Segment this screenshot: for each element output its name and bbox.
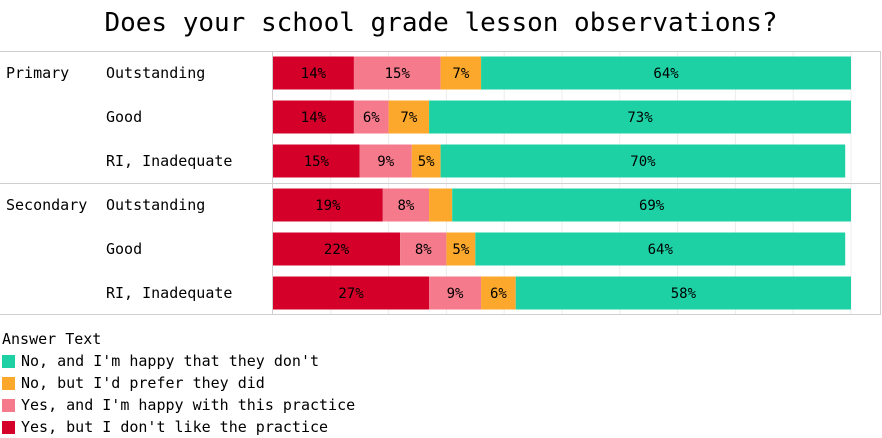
bar-segment: [481, 276, 516, 310]
legend-title: Answer Text: [2, 330, 102, 348]
bar-segment: [273, 188, 383, 222]
legend-label: No, and I'm happy that they don't: [21, 352, 320, 370]
legend-label: Yes, and I'm happy with this practice: [21, 396, 356, 414]
legend-item: Yes, but I don't like the practice: [2, 416, 355, 438]
bar-segment: [429, 188, 453, 222]
data-label: 7%: [400, 110, 417, 126]
data-label: 15%: [304, 154, 330, 170]
bar-segment: [382, 188, 430, 222]
bar-segment: [452, 188, 851, 222]
legend-item: Yes, and I'm happy with this practice: [2, 394, 355, 416]
group-label: Primary: [6, 64, 69, 82]
data-label: 70%: [630, 154, 656, 170]
bar-segment: [481, 56, 851, 90]
legend-swatch: [2, 354, 15, 368]
category-label: Outstanding: [106, 196, 205, 214]
category-label: RI, Inadequate: [106, 284, 232, 302]
category-label: Good: [106, 240, 142, 258]
bar-segment: [388, 100, 430, 134]
data-label: 64%: [653, 66, 679, 82]
data-label: 69%: [639, 198, 665, 214]
data-label: 14%: [301, 66, 327, 82]
category-label: Outstanding: [106, 64, 205, 82]
bar-segment: [353, 100, 389, 134]
data-label: 5%: [418, 154, 435, 170]
data-label: 9%: [377, 154, 394, 170]
data-label: 7%: [452, 66, 469, 82]
bar-segment: [475, 232, 846, 266]
bar-segment: [273, 56, 354, 90]
data-label: 22%: [324, 242, 350, 258]
chart-title: Does your school grade lesson observatio…: [104, 8, 778, 38]
legend-swatch: [2, 376, 15, 390]
bar-segment: [429, 276, 482, 310]
bar-segment: [359, 144, 412, 178]
group-label: Secondary: [6, 196, 87, 214]
data-label: 6%: [363, 110, 380, 126]
bar-segment: [429, 100, 851, 134]
data-label: 8%: [415, 242, 432, 258]
data-label: 9%: [447, 286, 464, 302]
bar-segment: [446, 232, 476, 266]
bar-segment: [273, 276, 430, 310]
data-label: 27%: [338, 286, 364, 302]
data-label: 15%: [385, 66, 411, 82]
bar-segment: [515, 276, 851, 310]
legend-label: No, but I'd prefer they did: [21, 374, 265, 392]
bar-segment: [440, 56, 482, 90]
legend-items: No, and I'm happy that they don't No, but…: [2, 350, 355, 438]
data-label: 73%: [627, 110, 653, 126]
legend-swatch: [2, 398, 15, 412]
bar-segment: [440, 144, 846, 178]
legend-item: No, but I'd prefer they did: [2, 372, 355, 394]
data-label: 14%: [301, 110, 327, 126]
bar-segment: [411, 144, 441, 178]
category-label: Good: [106, 108, 142, 126]
data-label: 8%: [398, 198, 415, 214]
bar-segment: [353, 56, 441, 90]
data-label: 58%: [671, 286, 697, 302]
stacked-bar-chart: Primary Outstanding 14% 15% 7% 64% Good 14% 6% 7%…: [0, 51, 881, 315]
bar-segment: [273, 232, 401, 266]
data-label: 6%: [490, 286, 507, 302]
legend-swatch: [2, 420, 15, 434]
data-label: 19%: [315, 198, 341, 214]
legend-label: Yes, but I don't like the practice: [21, 418, 329, 436]
data-label: 64%: [648, 242, 674, 258]
bar-segment: [273, 100, 354, 134]
legend: Answer Text No, and I'm happy that they …: [2, 328, 355, 438]
legend-item: No, and I'm happy that they don't: [2, 350, 355, 372]
data-label: 5%: [452, 242, 469, 258]
bar-segment: [400, 232, 447, 266]
bar-segment: [273, 144, 360, 178]
category-label: RI, Inadequate: [106, 152, 232, 170]
